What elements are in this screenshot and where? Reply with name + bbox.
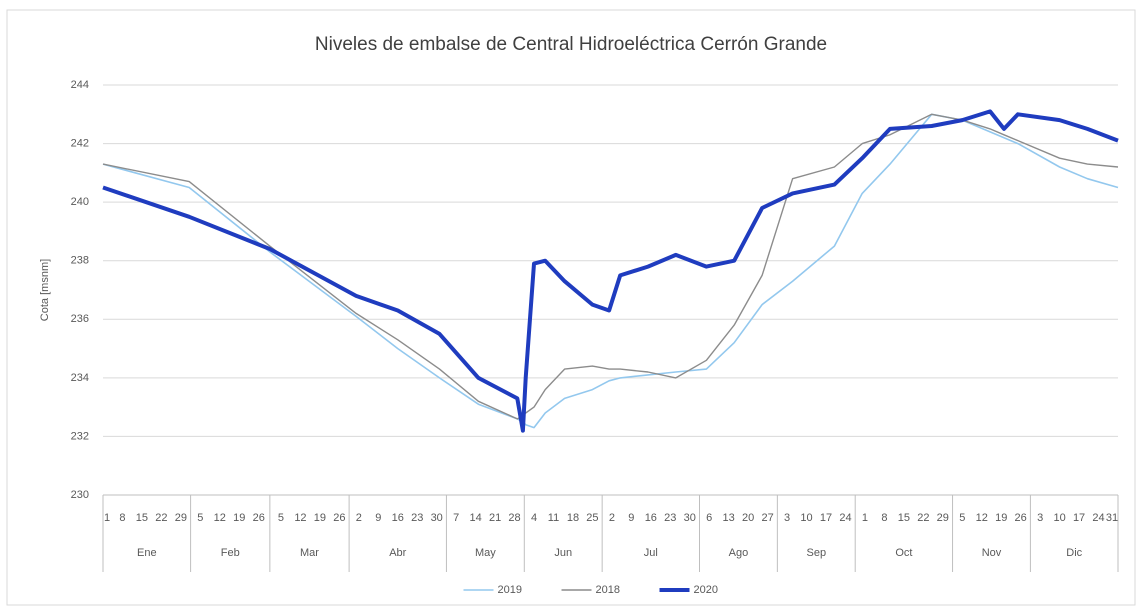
x-tick-label: 12 [976,512,988,524]
x-tick-label: 14 [470,512,482,524]
month-label: Nov [982,547,1002,559]
legend-label: 2019 [498,584,522,596]
x-tick-label: 5 [278,512,284,524]
month-label: Feb [221,547,240,559]
series-line [102,109,1119,433]
y-tick-label: 238 [71,255,89,267]
x-tick-label: 19 [995,512,1007,524]
x-tick-label: 8 [881,512,887,524]
month-label: Jul [644,547,658,559]
x-tick-label: 20 [742,512,754,524]
x-tick-label: 1 [104,512,110,524]
y-tick-label: 230 [71,489,89,501]
x-tick-label: 10 [800,512,812,524]
x-tick-label: 13 [723,512,735,524]
x-tick-label: 22 [155,512,167,524]
month-label: Oct [895,547,912,559]
chart-title: Niveles de embalse de Central Hidroeléct… [315,34,827,55]
y-axis-label: Cota [msnm] [39,259,51,321]
x-tick-label: 24 [839,512,851,524]
y-tick-label: 234 [71,372,89,384]
x-tick-label: 8 [119,512,125,524]
month-label: Abr [389,547,406,559]
x-tick-label: 5 [197,512,203,524]
x-tick-label: 16 [392,512,404,524]
x-tick-label: 24 [1092,512,1104,524]
x-tick-label: 19 [314,512,326,524]
chart-frame [6,9,1136,606]
x-tick-label: 9 [628,512,634,524]
y-tick-label: 242 [71,137,89,149]
y-tick-label: 244 [71,79,89,91]
x-tick-label: 26 [333,512,345,524]
month-label: May [475,547,496,559]
month-label: Sep [806,547,826,559]
x-tick-label: 19 [233,512,245,524]
x-tick-label: 28 [508,512,520,524]
month-label: Ene [137,547,157,559]
legend-label: 2020 [694,584,718,596]
x-tick-label: 17 [1073,512,1085,524]
month-label: Mar [300,547,319,559]
month-label: Dic [1066,547,1082,559]
x-tick-label: 15 [136,512,148,524]
x-tick-label: 18 [567,512,579,524]
x-tick-label: 6 [706,512,712,524]
x-tick-label: 3 [784,512,790,524]
x-tick-label: 2 [609,512,615,524]
x-tick-label: 29 [175,512,187,524]
x-tick-label: 26 [1015,512,1027,524]
x-tick-label: 12 [214,512,226,524]
x-tick-label: 30 [684,512,696,524]
x-tick-label: 15 [898,512,910,524]
x-tick-label: 27 [761,512,773,524]
x-tick-label: 23 [664,512,676,524]
x-tick-label: 30 [431,512,443,524]
x-tick-label: 10 [1053,512,1065,524]
legend-label: 2018 [596,584,620,596]
x-tick-label: 2 [356,512,362,524]
x-tick-label: 21 [489,512,501,524]
x-tick-label: 22 [917,512,929,524]
x-tick-label: 17 [820,512,832,524]
y-tick-label: 236 [71,313,89,325]
month-label: Ago [729,547,749,559]
series-line [102,113,1119,420]
x-tick-label: 16 [645,512,657,524]
x-tick-label: 1 [862,512,868,524]
series-line [102,113,1119,429]
month-label: Jun [554,547,572,559]
x-tick-label: 5 [959,512,965,524]
x-tick-label: 31 [1106,512,1118,524]
x-tick-label: 3 [1037,512,1043,524]
x-tick-label: 12 [294,512,306,524]
x-tick-label: 25 [586,512,598,524]
x-tick-label: 29 [937,512,949,524]
x-tick-label: 9 [375,512,381,524]
x-tick-label: 4 [531,512,537,524]
y-tick-label: 232 [71,430,89,442]
x-tick-label: 23 [411,512,423,524]
x-tick-label: 7 [453,512,459,524]
y-tick-label: 240 [71,196,89,208]
x-tick-label: 11 [548,512,559,524]
x-tick-label: 26 [253,512,265,524]
